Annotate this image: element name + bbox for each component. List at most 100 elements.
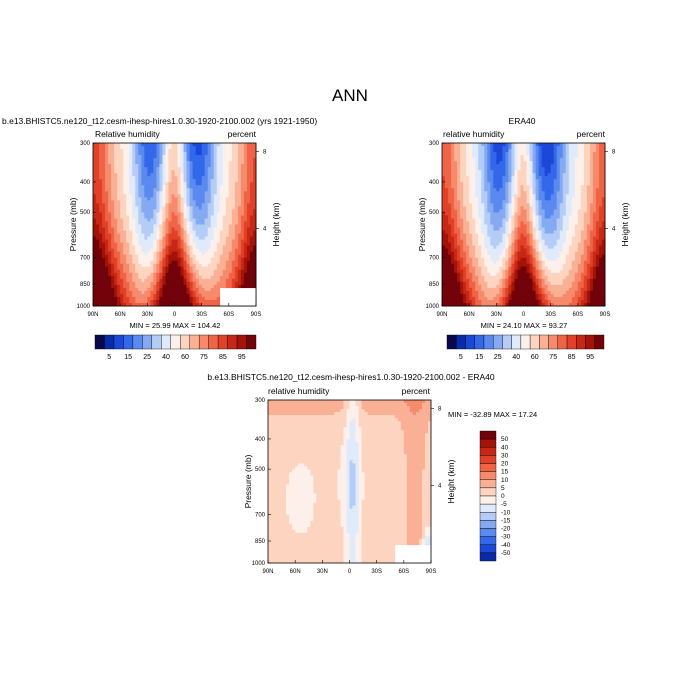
contour-cell [442, 164, 446, 168]
contour-cell [219, 158, 224, 162]
contour-cell [529, 245, 533, 250]
contour-cell [493, 194, 497, 198]
contour-cell [195, 293, 200, 298]
contour-cell [207, 296, 212, 301]
contour-cell [448, 173, 452, 177]
contour-cell [216, 191, 221, 195]
contour-cell [174, 191, 178, 195]
contour-cell [198, 170, 203, 174]
contour-cell [445, 206, 449, 210]
contour-cell [186, 251, 190, 256]
contour-cell [475, 194, 479, 198]
contour-cell [216, 197, 221, 201]
contour-cell [192, 206, 197, 210]
contour-cell [201, 194, 206, 198]
contour-cell [493, 179, 497, 183]
contour-cell [96, 158, 100, 162]
contour-cell [150, 203, 154, 207]
contour-cell [111, 302, 115, 307]
contour-cell [165, 149, 169, 153]
contour-cell [207, 209, 212, 213]
contour-cell [216, 212, 221, 216]
contour-cell [231, 200, 236, 204]
contour-cell [532, 176, 536, 180]
contour-cell [186, 266, 190, 271]
contour-cell [219, 197, 224, 201]
contour-cell [454, 242, 458, 247]
contour-cell [225, 197, 230, 201]
contour-cell [526, 227, 530, 231]
contour-cell [207, 254, 212, 259]
contour-cell [186, 257, 190, 262]
contour-cell [559, 215, 564, 219]
contour-cell [231, 227, 236, 231]
contour-cell [484, 182, 488, 186]
contour-cell [231, 230, 236, 234]
contour-cell [114, 179, 118, 183]
contour-cell [451, 239, 455, 244]
contour-cell [237, 143, 242, 147]
contour-cell [556, 161, 561, 165]
contour-cell [162, 230, 166, 234]
contour-cell [111, 146, 115, 150]
contour-cell [466, 221, 470, 225]
contour-cell [120, 188, 124, 192]
contour-cell [550, 254, 555, 259]
contour-cell [544, 239, 549, 244]
contour-cell [126, 197, 130, 201]
contour-cell [535, 149, 539, 153]
contour-cell [234, 269, 239, 274]
contour-cell [105, 245, 109, 250]
contour-cell [535, 212, 539, 216]
contour-cell [192, 269, 197, 274]
contour-cell [454, 221, 458, 225]
contour-cell [201, 209, 206, 213]
contour-cell [165, 251, 169, 256]
contour-cell [126, 251, 130, 256]
contour-cell [535, 206, 539, 210]
contour-cell [442, 209, 446, 213]
contour-cell [466, 170, 470, 174]
contour-cell [493, 152, 497, 156]
contour-cell [189, 158, 194, 162]
contour-cell [454, 218, 458, 222]
contour-cell [210, 284, 215, 289]
contour-cell [111, 143, 115, 147]
contour-cell [129, 158, 133, 162]
contour-cell [132, 242, 136, 247]
contour-cell [174, 182, 178, 186]
contour-cell [475, 206, 479, 210]
contour-cell [478, 254, 482, 259]
contour-cell [93, 287, 97, 292]
contour-cell [171, 245, 175, 250]
contour-cell [198, 284, 203, 289]
contour-cell [526, 209, 530, 213]
contour-cell [213, 260, 218, 265]
contour-cell [180, 263, 184, 268]
contour-cell [481, 233, 485, 237]
contour-cell [466, 182, 470, 186]
contour-cell [234, 230, 239, 234]
contour-cell [442, 170, 446, 174]
contour-cell [204, 287, 209, 292]
contour-cell [487, 164, 491, 168]
contour-cell [541, 191, 546, 195]
contour-cell [195, 185, 200, 189]
contour-cell [216, 302, 221, 307]
contour-cell [577, 203, 582, 207]
contour-cell [204, 272, 209, 277]
contour-cell [472, 176, 476, 180]
contour-cell [114, 263, 118, 268]
contour-cell [189, 188, 194, 192]
contour-cell [592, 218, 597, 222]
contour-cell [460, 212, 464, 216]
contour-cell [577, 161, 582, 165]
contour-cell [586, 239, 591, 244]
contour-cell [592, 200, 597, 204]
contour-cell [99, 230, 103, 234]
contour-cell [201, 221, 206, 225]
contour-cell [484, 209, 488, 213]
contour-cell [117, 269, 121, 274]
contour-cell [108, 254, 112, 259]
contour-cell [174, 239, 178, 244]
